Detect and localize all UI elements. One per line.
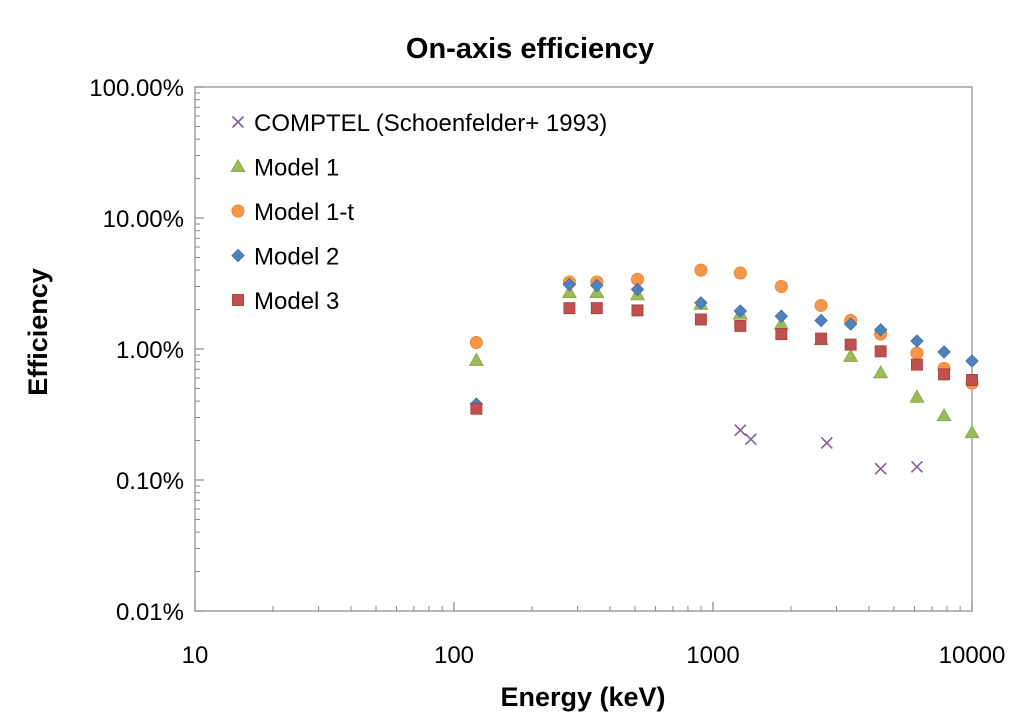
data-point [562,277,577,292]
data-point [469,336,483,350]
legend-label: COMPTEL (Schoenfelder+ 1993) [254,110,607,137]
data-point [820,436,833,449]
data-point [590,302,603,315]
data-point [814,313,828,328]
data-point [694,296,708,310]
data-point [874,345,887,358]
data-point [814,298,828,312]
data-point [775,328,788,341]
data-point [843,348,859,362]
data-point [964,425,980,439]
data-point [744,433,757,446]
x-tick-label: 100 [434,642,474,669]
data-point [774,309,789,323]
data-point [873,323,888,337]
legend-label: Model 1 [254,155,339,182]
data-point [936,408,952,422]
legend-marker [232,294,244,306]
data-point [694,313,707,326]
y-tick-label: 10.00% [103,206,184,233]
legend-marker [230,158,246,173]
series-x [734,424,924,475]
legend-label: Model 1-t [254,199,354,226]
legend: COMPTEL (Schoenfelder+ 1993) Model 1 Model… [230,110,607,315]
y-tick-label: 0.10% [116,468,184,495]
data-point [873,365,889,379]
legend-marker [231,115,245,129]
series-layer [468,263,980,475]
legend-label: Model 2 [254,244,339,271]
data-point [910,460,924,473]
y-tick-label: 0.01% [116,599,184,626]
x-tick-label: 1000 [686,642,739,669]
data-point [733,304,748,318]
data-point [909,389,925,403]
y-tick-label: 1.00% [116,337,184,364]
data-point [966,374,978,386]
data-point [561,284,577,299]
data-point [470,402,483,415]
data-point [937,345,951,359]
y-tick-label: 100.00% [89,75,184,102]
x-tick-label: 10000 [939,642,1006,669]
chart-title: On-axis efficiency [406,33,654,65]
data-point [910,334,924,348]
data-point [563,302,576,315]
legend-label: Model 3 [254,288,339,315]
data-point [734,424,747,437]
x-axis: 10 100 1000 10000 [182,602,1006,669]
data-point [631,304,644,317]
plot-area [194,86,973,612]
x-tick-label: 10 [182,642,209,669]
data-point [774,279,788,293]
data-point [843,317,858,331]
legend-marker [231,248,245,263]
data-point [965,354,979,368]
data-point [815,332,828,345]
x-axis-label: Energy (keV) [500,682,665,712]
data-point [694,263,708,277]
series-diamond [469,277,979,411]
y-axis-label: Efficiency [23,268,53,396]
data-point [874,462,887,475]
data-point [911,358,923,371]
minor-ticks [195,92,961,611]
data-point [590,278,604,293]
data-point [468,352,484,366]
data-point [734,319,747,332]
series-square [470,302,978,415]
data-point [844,338,857,351]
data-point [910,346,924,360]
data-point [630,282,645,297]
data-point [733,266,747,280]
data-point [938,368,951,381]
legend-marker [231,204,245,218]
y-axis: 0.01% 0.10% 1.00% 10.00% 100.00% [89,75,204,626]
